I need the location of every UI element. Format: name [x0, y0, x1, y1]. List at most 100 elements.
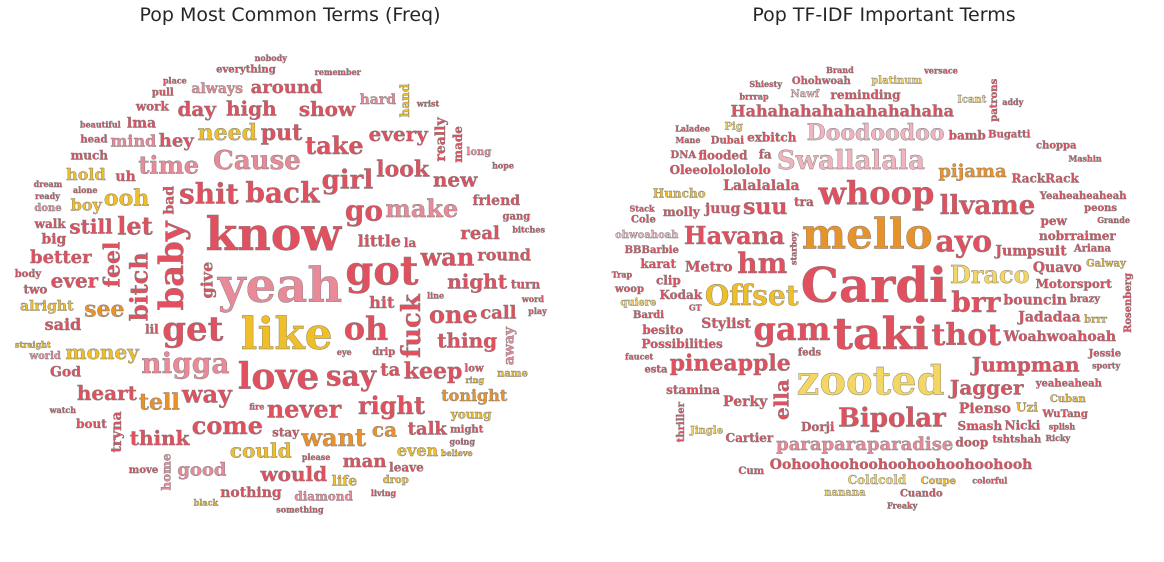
word-choppa: choppa [1036, 140, 1077, 151]
word-motorsport: Motorsport [1036, 277, 1113, 291]
word-dream: dream [34, 179, 63, 189]
word-come: come [192, 411, 263, 440]
word-splish: splish [1049, 421, 1076, 431]
word-money: money [65, 340, 140, 364]
word-name: name [497, 368, 528, 379]
word-feel: feel [99, 242, 125, 288]
word-jessie: Jessie [1088, 348, 1122, 359]
word-grande: Grande [1097, 215, 1130, 225]
chart-title: Pop TF-IDF Important Terms [752, 4, 1016, 26]
word-look: look [376, 157, 430, 183]
word-think: think [130, 426, 191, 450]
word-gt: GT [689, 302, 702, 312]
word-nigga: nigga [141, 347, 229, 380]
word-bipolar: Bipolar [838, 404, 946, 434]
word-ohwoahoah: ohwoahoah [615, 230, 679, 241]
word-tra: tra [794, 195, 814, 209]
word-perky: Perky [723, 394, 768, 410]
word-reminding: reminding [831, 88, 902, 102]
word-wan: wan [420, 243, 475, 272]
word-girl: girl [322, 165, 374, 195]
word-bouncin: bouncin [1003, 293, 1067, 309]
word-brrr: brrr [1084, 314, 1108, 325]
word-ca: ca [372, 417, 397, 441]
word-brrrap: brrrap [740, 91, 769, 101]
word-cartier: Cartier [726, 431, 774, 445]
word-jumpman: Jumpman [970, 353, 1080, 377]
word-whoop: whoop [817, 174, 934, 212]
word-eye: eye [337, 347, 352, 357]
word-doodoodoo: Doodoodoo [807, 120, 945, 146]
word-nobody: nobody [255, 53, 288, 63]
word-pig: Pig [725, 121, 743, 132]
word-stamina: stamina [666, 383, 720, 397]
word-mello: mello [802, 209, 933, 258]
word-could: could [230, 439, 292, 463]
word-karat: karat [640, 257, 676, 271]
word-besito: besito [642, 323, 683, 337]
word-juug: juug [703, 201, 740, 217]
word-believe: believe [441, 448, 473, 458]
word-leave: leave [389, 460, 424, 474]
word-hahahahahahahahahaha: Hahahahahahahahahaha [731, 101, 954, 120]
word-alone: alone [73, 185, 97, 195]
word-real: real [460, 223, 500, 244]
word-galway: Galway [1086, 259, 1127, 270]
word-would: would [259, 462, 327, 486]
word-talk: talk [408, 419, 448, 440]
word-stylist: Stylist [701, 316, 751, 332]
word-woop: woop [614, 284, 644, 295]
word-hey: hey [159, 131, 195, 152]
word-watch: watch [49, 405, 77, 415]
word-nobrraimer: nobrraimer [1039, 229, 1116, 243]
word-thing: thing [437, 328, 497, 352]
word-paraparaparadise: paraparaparadise [776, 434, 953, 455]
word-much: much [71, 148, 109, 162]
word-brr: brr [951, 286, 1001, 319]
word-diamond: diamond [294, 490, 353, 504]
word-never: never [267, 395, 342, 424]
word-god: God [50, 364, 81, 380]
word-gang: gang [503, 211, 531, 222]
word-going: going [450, 437, 476, 447]
chart-panel-freq: Pop Most Common Terms (Freq) yeah know lik… [10, 0, 570, 562]
word-oh: oh [344, 310, 389, 348]
word-brazy: brazy [1070, 294, 1101, 305]
word-back: back [245, 177, 320, 210]
word-even: even [397, 441, 439, 460]
word-boy: boy [71, 195, 103, 214]
word-coldcold: Coldcold [848, 473, 907, 487]
word-drop: drop [383, 475, 409, 486]
word-jagger: Jagger [948, 376, 1024, 400]
word-fa: fa [759, 148, 772, 162]
word-go: go [345, 195, 383, 228]
word-round: round [477, 245, 531, 264]
word-pineapple: pineapple [670, 350, 791, 376]
word-rackrack: RackRack [1011, 171, 1079, 185]
word-give: give [198, 262, 217, 299]
word-addy: addy [1002, 97, 1023, 107]
word-tryna: tryna [109, 411, 125, 452]
word-love: love [238, 356, 320, 398]
word-dorji: Dorji [801, 420, 835, 434]
word-bardi: Bardi [633, 310, 664, 321]
word-high: high [226, 96, 277, 120]
word-coupe: Coupe [921, 476, 956, 487]
word-alright: alright [20, 298, 74, 314]
word-straight: straight [15, 339, 51, 349]
word-show: show [299, 97, 356, 121]
word-versace: versace [923, 65, 958, 75]
word-ooh: ooh [104, 186, 149, 212]
word-drip: drip [372, 347, 395, 358]
word-night: night [447, 269, 508, 293]
word-really: really [433, 117, 449, 162]
word-one: one [429, 300, 478, 329]
word-kodak: Kodak [659, 288, 702, 302]
word-home: home [159, 453, 173, 490]
word-new: new [433, 168, 478, 192]
word-pull: pull [152, 88, 174, 99]
word-ayo: ayo [935, 224, 992, 259]
word-esta: esta [644, 364, 668, 375]
word-living: living [371, 488, 397, 498]
word-colorful: colorful [972, 475, 1007, 485]
